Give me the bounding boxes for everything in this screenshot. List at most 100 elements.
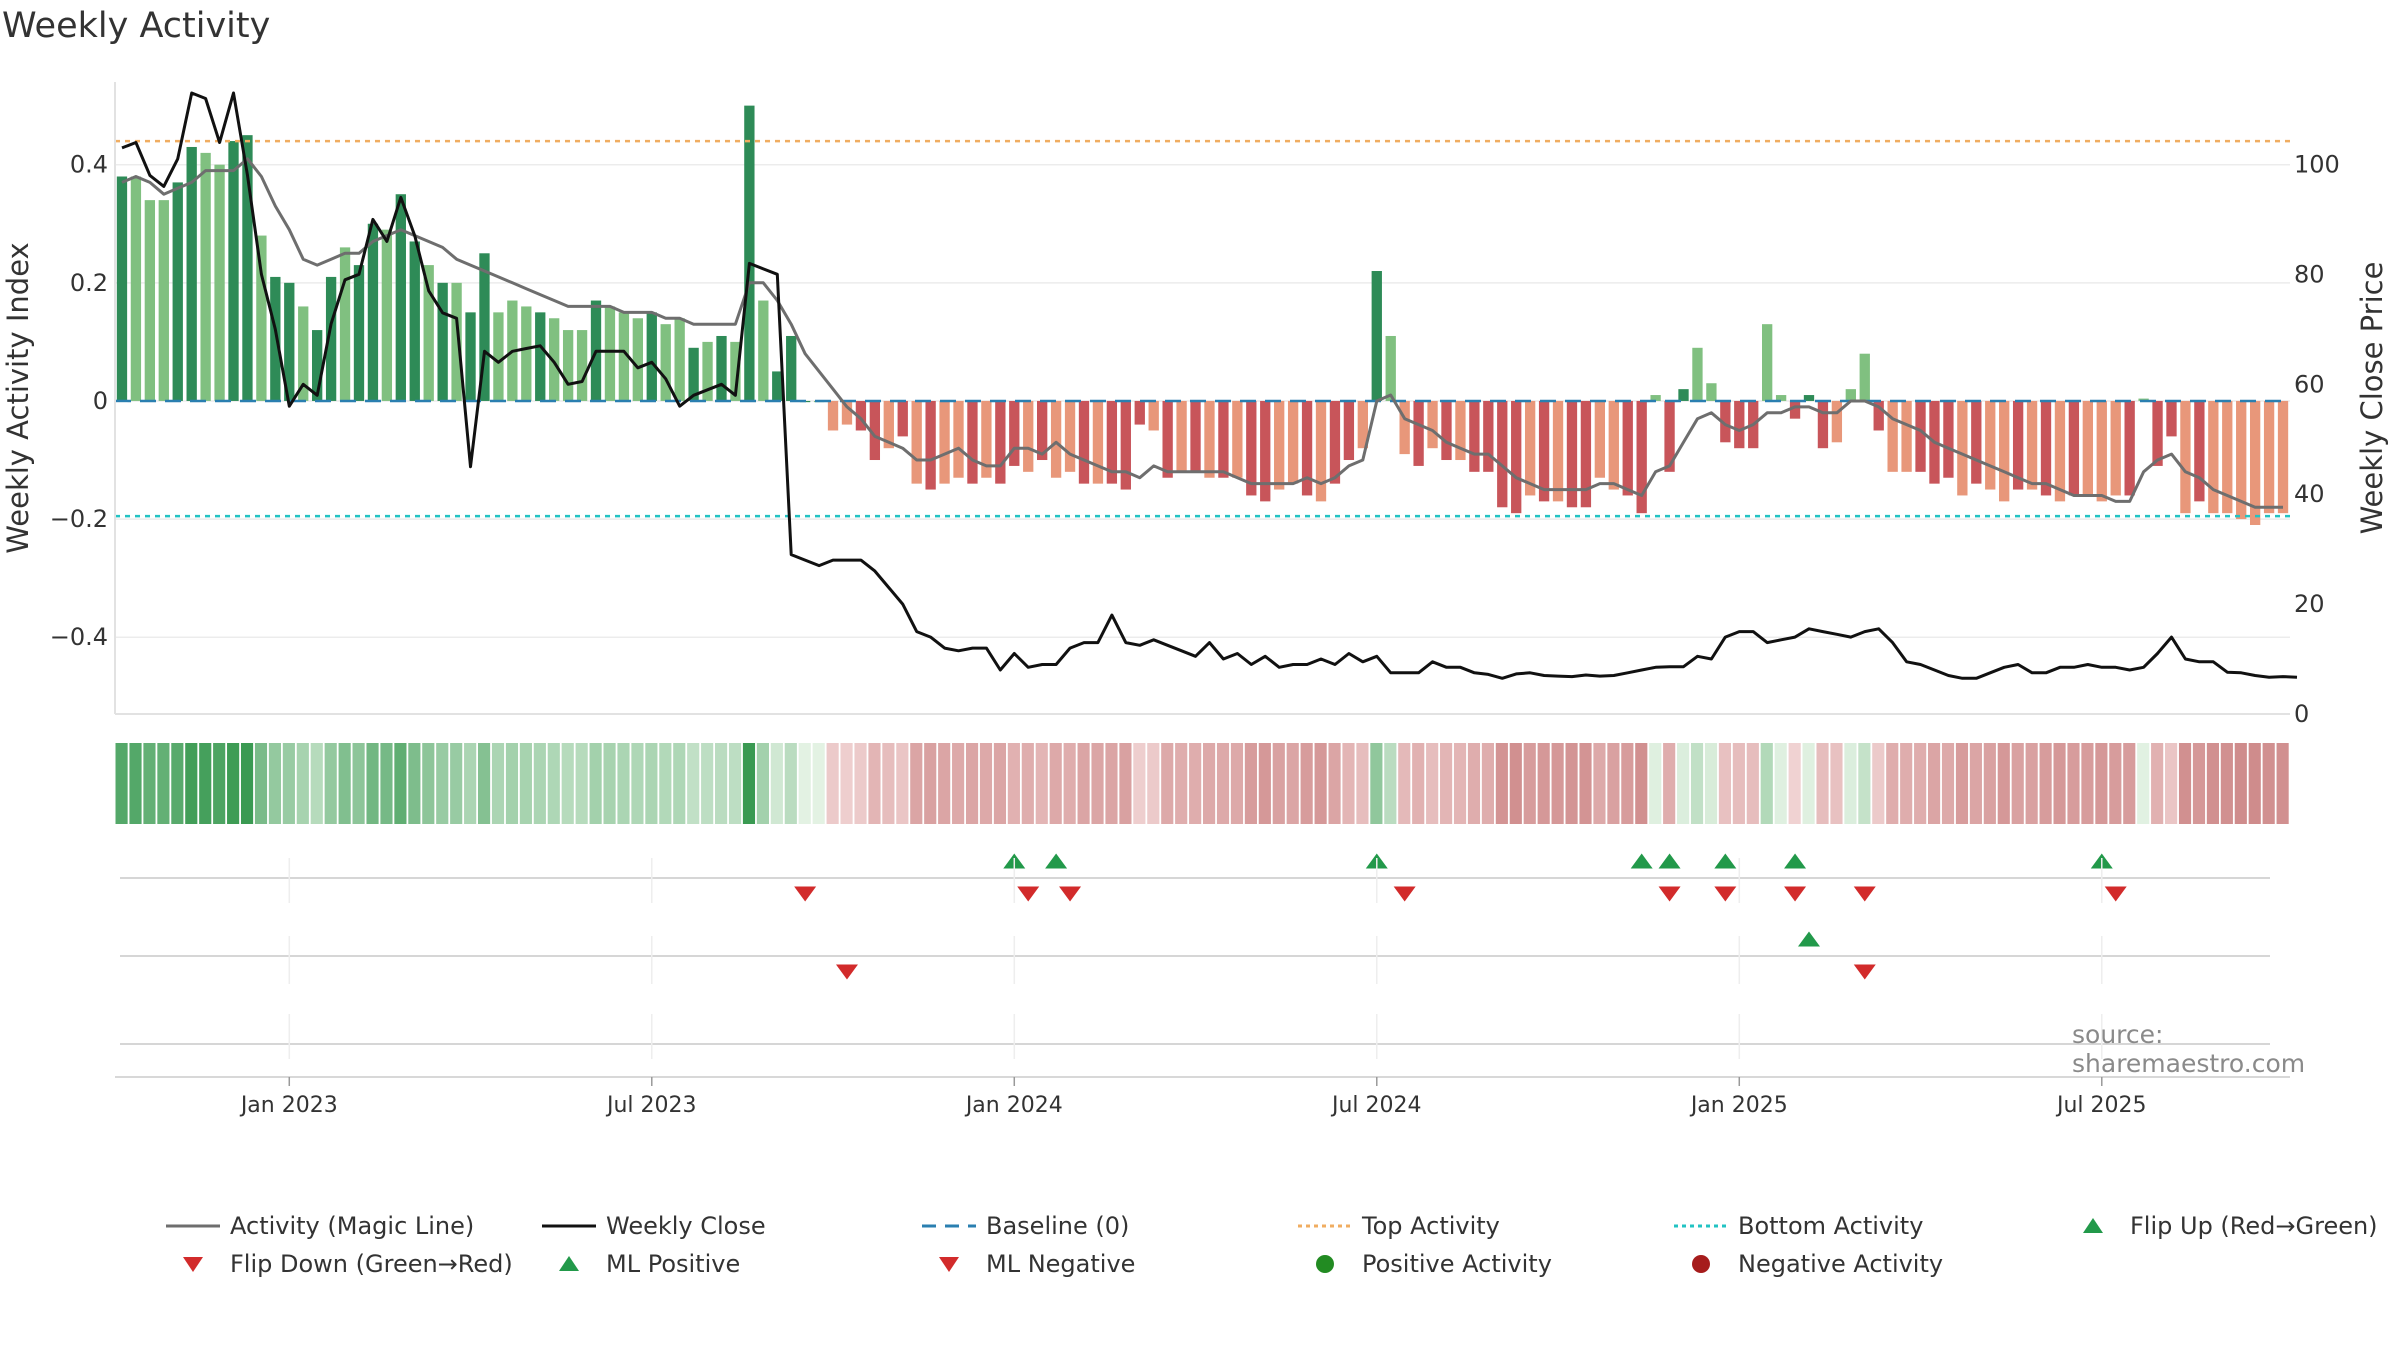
activity-bar (981, 400, 992, 478)
activity-bar (1803, 395, 1815, 401)
activity-bar (1915, 400, 1926, 472)
activity-bar (1999, 400, 2010, 502)
activity-bar (1497, 400, 1508, 508)
activity-bar (2110, 400, 2121, 496)
ml-negative-marker (1853, 964, 1876, 980)
heat-cell (1105, 743, 1118, 824)
heat-cell (993, 743, 1007, 824)
heat-cell (436, 743, 449, 824)
heat-cell (2220, 743, 2233, 824)
activity-bar (2124, 400, 2135, 496)
activity-bar (1971, 400, 1982, 484)
activity-bar (1329, 400, 1341, 484)
heat-cell (2234, 743, 2247, 824)
activity-bar (1511, 400, 1522, 514)
heat-cell (533, 743, 546, 824)
activity-bar (1274, 400, 1285, 490)
activity-bar (1943, 400, 1954, 478)
activity-bar (1957, 400, 1968, 496)
activity-heat-strip (115, 743, 2289, 824)
heat-cell (854, 743, 867, 824)
activity-bar (298, 306, 309, 401)
activity-bar (632, 318, 643, 401)
legend-symbol (1316, 1255, 1334, 1273)
activity-bar (2208, 400, 2219, 514)
x-tick-label: Jan 2025 (1689, 1093, 1788, 1118)
heat-cell (1579, 743, 1592, 824)
heat-cell (491, 743, 505, 824)
activity-bar (1580, 400, 1592, 508)
activity-bar (493, 312, 504, 401)
heat-cell (1677, 743, 1690, 824)
heat-cell (1663, 743, 1676, 824)
x-tick-label: Jul 2023 (605, 1093, 697, 1118)
activity-bar (1455, 400, 1466, 461)
activity-bar (786, 335, 797, 401)
legend-label: Positive Activity (1362, 1250, 1552, 1278)
heat-cell (561, 743, 574, 824)
heat-cell (268, 743, 282, 824)
heat-cell (2248, 743, 2261, 824)
activity-bar (1789, 400, 1801, 419)
legend-triangle-up (2083, 1218, 2103, 1233)
flip-up-marker (1784, 853, 1807, 869)
weekly-close-series (121, 91, 2298, 680)
heat-cell (310, 743, 323, 824)
legend-label: Weekly Close (606, 1212, 766, 1240)
activity-bar (2012, 400, 2024, 490)
activity-bar (953, 400, 964, 478)
heat-cell (1481, 743, 1494, 824)
heat-cell (1760, 743, 1773, 824)
legend-item: Negative Activity (1668, 1250, 1943, 1278)
heat-cell (2151, 743, 2164, 824)
activity-bar (1246, 400, 1257, 496)
heat-cell (1858, 743, 1871, 824)
heat-cell (1914, 743, 1927, 824)
activity-bar (1817, 400, 1829, 449)
heat-cell (589, 743, 602, 824)
activity-bar (2222, 400, 2233, 514)
heat-cell (213, 743, 226, 824)
heat-cell (366, 743, 379, 824)
heat-cell (2137, 743, 2150, 824)
heat-cell (812, 743, 825, 824)
heat-cell (728, 743, 742, 824)
heat-cell (715, 743, 728, 824)
heat-cell (910, 743, 923, 824)
heat-cell (631, 743, 644, 824)
activity-bar (1301, 400, 1313, 496)
activity-bar (1092, 400, 1104, 484)
heat-cell (673, 743, 686, 824)
heat-cell (2011, 743, 2024, 824)
activity-bar (1678, 389, 1689, 401)
activity-bar (1287, 400, 1299, 484)
axes: 0.4 0.2 0 −0.2 −0.4 100 80 60 40 20 0 (50, 82, 2340, 728)
heat-cell (1049, 743, 1062, 824)
activity-bar (716, 335, 727, 401)
activity-bar (1134, 400, 1145, 425)
activity-bar (744, 105, 755, 401)
activity-bar (2082, 400, 2093, 496)
legend-circle (1692, 1255, 1710, 1273)
y-tick-right: 80 (2294, 260, 2325, 288)
heat-cell (1802, 743, 1815, 824)
heat-cell (254, 743, 268, 824)
heat-cell (296, 743, 309, 824)
activity-bar (2040, 400, 2052, 496)
legend-symbol (542, 1224, 596, 1228)
activity-bar (855, 400, 867, 431)
activity-bar (381, 229, 393, 401)
heat-cell (1732, 743, 1745, 824)
heat-cell (505, 743, 519, 824)
activity-bar (312, 330, 323, 401)
heat-cell (1844, 743, 1857, 824)
heat-cell (784, 743, 797, 824)
activity-bar (465, 312, 476, 401)
legend-symbol (166, 1224, 220, 1228)
heat-cell (519, 743, 532, 824)
heat-cell (1007, 743, 1020, 824)
heat-cell (882, 743, 895, 824)
heat-cell (2039, 743, 2052, 824)
flip-up-marker (1045, 853, 1068, 869)
activity-bar (2166, 400, 2177, 437)
